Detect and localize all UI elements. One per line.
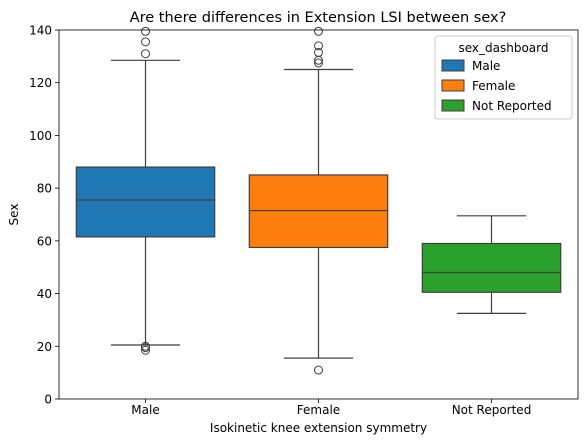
x-tick-label: Male [131,403,159,417]
outlier-point [141,49,150,59]
legend-label: Female [472,79,515,93]
outlier-point [314,41,323,51]
y-tick-label: 0 [44,393,52,407]
legend-title: sex_dashboard [458,41,548,55]
iqr-box [248,174,389,249]
legend-item-not-reported: Not Reported [441,99,552,113]
legend-item-male: Male [441,59,500,73]
iqr-box [421,242,562,293]
x-tick-label: Female [297,403,340,417]
y-tick-label: 140 [29,24,52,38]
legend-frame [434,35,573,120]
x-axis: Male Female Not Reported [131,399,531,417]
outlier-point [141,345,150,355]
y-tick-label: 20 [37,340,52,354]
outlier-point [314,26,323,36]
outlier-point [141,26,150,36]
x-axis-label: Isokinetic knee extension symmetry [210,421,427,435]
outlier-point [141,341,150,351]
plot-frame [58,29,579,400]
legend-label: Not Reported [472,99,552,113]
y-tick-label: 100 [29,129,52,143]
outlier-point [141,37,150,47]
outlier-point [314,58,323,68]
legend-label: Male [472,59,500,73]
x-tick-label: Not Reported [452,403,532,417]
y-axis-label: Sex [7,204,21,226]
legend-swatch [441,79,465,92]
legend: sex_dashboard Male Female Not Reported [434,35,573,120]
y-axis: 0 20 40 60 80 100 120 140 [29,24,59,407]
outlier-point [314,47,323,57]
outlier-point [314,365,323,375]
legend-swatch [441,99,465,112]
boxes [75,26,562,375]
y-tick-label: 60 [37,234,52,248]
legend-swatch [441,59,465,72]
y-tick-label: 120 [29,76,52,90]
legend-item-female: Female [441,79,515,93]
box-female [248,26,389,375]
box-male [75,26,216,355]
y-tick-label: 40 [37,287,52,301]
chart-title: Are there differences in Extension LSI b… [130,10,507,26]
iqr-box [75,166,216,238]
box-not-reported [421,215,562,314]
y-tick-label: 80 [37,182,52,196]
